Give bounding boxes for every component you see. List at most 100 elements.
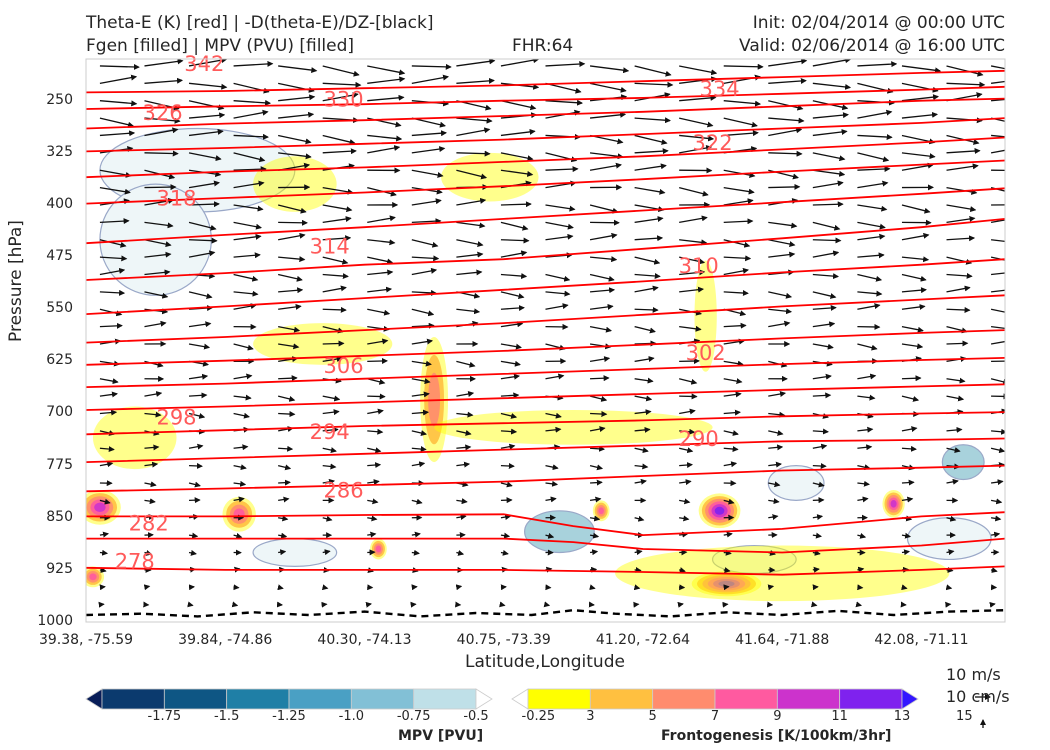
- wind-vector: [322, 186, 354, 195]
- mpv-patch: [906, 517, 992, 561]
- wind-vector: [901, 65, 942, 74]
- mpv-colorbar-label: MPV [PVU]: [398, 728, 484, 744]
- wind-vector: [99, 267, 126, 276]
- x-tick-label: 41.20, -72.64: [595, 632, 691, 648]
- wind-vector: [99, 130, 136, 137]
- wind-vector: [723, 531, 733, 538]
- wind-vector: [500, 412, 518, 419]
- wind-vector: [723, 186, 755, 195]
- mpv-colorbar-swatch: [101, 688, 165, 710]
- wind-vector: [233, 343, 254, 351]
- mpv-colorbar-max-extend: [475, 688, 493, 710]
- theta-e-label: 310: [679, 254, 719, 278]
- fgen-colorbar-tick: 7: [710, 709, 720, 724]
- theta-e-contour: [86, 464, 1005, 493]
- wind-vector: [634, 117, 671, 124]
- wind-vector: [812, 392, 832, 399]
- wind-vector: [99, 289, 126, 296]
- wind-vector: [411, 267, 438, 276]
- wind-vector: [946, 395, 965, 402]
- wind-vector: [411, 549, 420, 556]
- mpv-colorbar-tick: -1.25: [272, 709, 306, 724]
- wind-vector: [144, 251, 172, 258]
- wind-vector: [144, 444, 160, 451]
- wind-vector: [99, 218, 130, 225]
- wind-vector: [946, 426, 963, 433]
- wind-vector: [322, 273, 349, 280]
- wind-vector: [411, 409, 430, 416]
- wind-vector: [188, 250, 216, 258]
- wind-vector: [768, 308, 793, 315]
- wind-vector: [679, 479, 692, 486]
- fgen-colorbar-swatch: [839, 688, 903, 710]
- theta-e-contour: [86, 411, 1005, 436]
- wind-vector: [990, 567, 998, 573]
- wind-vector: [99, 446, 115, 453]
- wind-vector: [679, 256, 706, 265]
- wind-vector: [99, 531, 110, 538]
- wind-vector: [367, 428, 384, 435]
- wind-vector: [456, 169, 488, 180]
- wind-vector: [589, 82, 627, 93]
- wind-vector: [990, 447, 1005, 454]
- wind-vector: [456, 269, 483, 276]
- mpv-colorbar-swatch: [350, 688, 415, 710]
- wind-vector: [723, 100, 762, 107]
- wind-vector: [901, 204, 931, 214]
- wind-vector: [812, 169, 846, 177]
- fgen-patch: [94, 502, 106, 513]
- wind-vector: [634, 235, 664, 242]
- wind-vector: [322, 148, 357, 155]
- wind-vector: [679, 65, 718, 76]
- wind-vector: [634, 216, 664, 223]
- fgen-colorbar-tick: 3: [586, 709, 595, 724]
- wind-vector: [991, 98, 1005, 102]
- wind-vector: [679, 498, 691, 505]
- wind-vector: [857, 444, 873, 451]
- wind-vector: [634, 134, 668, 145]
- init-time: Init: 02/04/2014 @ 00:00 UTC: [752, 13, 1005, 33]
- wind-vector: [99, 391, 118, 398]
- theta-e-label: 330: [324, 87, 364, 111]
- wind-vector: [634, 356, 655, 362]
- wind-vector: [278, 549, 287, 556]
- wind-vector: [233, 180, 265, 189]
- wind-vector: [99, 117, 135, 128]
- wind-vector: [991, 289, 1005, 293]
- wind-vector: [545, 61, 586, 68]
- wind-vector: [411, 531, 421, 538]
- theta-e-label: 318: [156, 187, 196, 211]
- wind-vector: [679, 428, 696, 435]
- wind-vector: [500, 321, 524, 328]
- wind-vector: [456, 251, 484, 258]
- wind-vector: [456, 411, 474, 418]
- wind-vector: [589, 496, 602, 503]
- wind-vector: [545, 99, 584, 106]
- wind-vector: [278, 411, 296, 418]
- wind-vector: [946, 478, 959, 485]
- wind-vector: [723, 255, 752, 262]
- wind-vector: [455, 584, 463, 591]
- wind-vector: [277, 395, 296, 402]
- wind-vector: [278, 303, 302, 310]
- mpv-colorbar-min-extend: [85, 688, 103, 710]
- wind-vector: [278, 111, 315, 119]
- wind-vector: [500, 514, 512, 521]
- wind-vector: [545, 412, 562, 419]
- y-tick-label: 925: [46, 560, 73, 577]
- wind-vector: [278, 134, 312, 145]
- theta-e-label: 342: [184, 52, 224, 76]
- fgen-patch: [375, 545, 382, 553]
- wind-vector: [411, 198, 442, 206]
- wind-vector: [723, 239, 751, 248]
- wind-vector: [990, 498, 1003, 505]
- wind-vector: [946, 515, 957, 522]
- fgen-colorbar-swatch: [527, 688, 591, 710]
- wind-vector: [634, 549, 643, 556]
- wind-vector: [411, 338, 434, 345]
- wind-vector: [411, 74, 450, 84]
- theta-e-label: 314: [310, 235, 350, 259]
- wind-vector: [723, 378, 743, 385]
- wind-vector: [367, 408, 384, 415]
- wind-vector: [233, 480, 247, 487]
